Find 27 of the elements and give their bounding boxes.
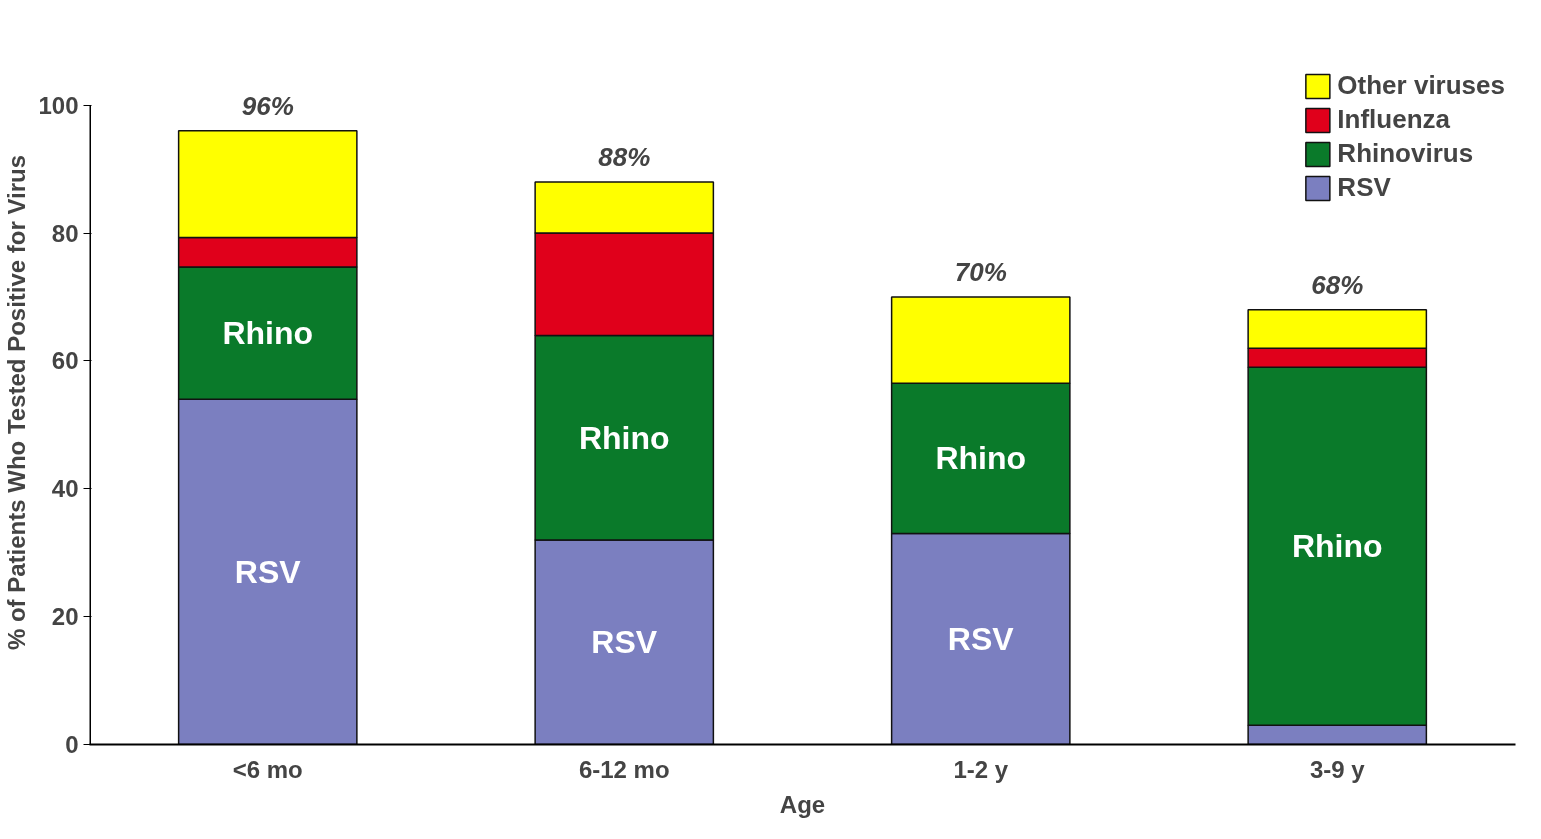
annotation: Rhino [578, 419, 670, 456]
annotation: Rhino [1291, 528, 1383, 565]
x-tick-label: 3-9 y [1309, 755, 1366, 783]
x-axis-title: Age [779, 790, 826, 818]
annotation: Rhino [935, 440, 1027, 477]
x-tick-label: 1-2 y [953, 755, 1009, 783]
y-tick-label: 80 [51, 219, 79, 247]
y-tick-label: 40 [51, 475, 79, 503]
y-axis-title: % of Patients Who Tested Positive for Virus [3, 154, 31, 651]
legend-label: Influenza [1337, 104, 1451, 135]
legend-label: Rhinovirus [1337, 138, 1474, 169]
annotation: RSV [591, 624, 658, 661]
x-tick-label: <6 mo [232, 755, 303, 783]
total-label: 88% [598, 142, 651, 173]
y-tick-label: 100 [38, 91, 79, 119]
y-tick-label: 60 [51, 347, 79, 375]
legend-label: RSV [1337, 172, 1391, 203]
annotation: RSV [947, 621, 1015, 658]
annotation: Rhino [222, 315, 314, 352]
total-label: 68% [1311, 270, 1364, 301]
total-label: 96% [241, 91, 294, 122]
annotation: RSV [234, 553, 302, 590]
y-tick-label: 0 [65, 731, 79, 758]
total-label: 70% [954, 257, 1007, 288]
legend-label: Other viruses [1337, 70, 1505, 101]
x-tick-label: 6-12 mo [578, 755, 670, 783]
y-tick-label: 20 [51, 603, 79, 631]
